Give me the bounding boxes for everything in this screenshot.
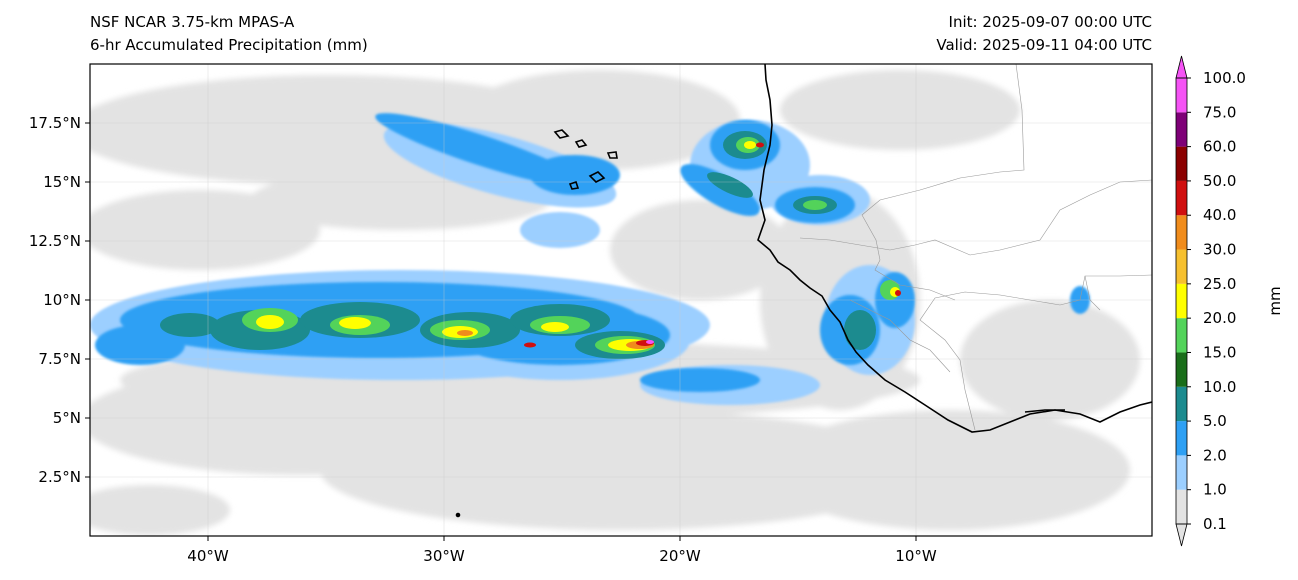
colorbar-swatch — [1176, 386, 1187, 422]
lon-tick-label: 30°W — [423, 547, 465, 565]
lon-tick-label: 20°W — [659, 547, 701, 565]
colorbar-frame — [1175, 77, 1188, 525]
colorbar-level-label: 50.0 — [1203, 172, 1236, 190]
colorbar-swatch — [1176, 421, 1187, 456]
colorbar-swatch — [1176, 215, 1187, 250]
lon-tick-label: 40°W — [187, 547, 229, 565]
country-borders — [799, 64, 1152, 431]
field-title: 6-hr Accumulated Precipitation (mm) — [90, 36, 368, 54]
lat-tick-label: 15°N — [43, 173, 81, 191]
colorbar-level-label: 2.0 — [1203, 446, 1227, 464]
colorbar-swatch — [1176, 146, 1187, 181]
colorbar: 0.1 1.0 2.0 5.0 10.0 15.0 20.0 25.0 30.0 40.0 50.0… — [1175, 55, 1284, 547]
colorbar-level-label: 10.0 — [1203, 378, 1236, 396]
colorbar-unit-label: mm — [1266, 286, 1284, 315]
colorbar-swatch — [1176, 180, 1187, 216]
lat-tick-label: 12.5°N — [29, 232, 81, 250]
colorbar-swatch — [1176, 318, 1187, 353]
colorbar-extend-min — [1175, 523, 1188, 547]
colorbar-extend-max — [1175, 55, 1188, 79]
colorbar-level-label: 20.0 — [1203, 309, 1236, 327]
colorbar-swatch — [1176, 489, 1187, 524]
colorbar-swatch — [1176, 283, 1187, 319]
colorbar-level-label: 0.1 — [1203, 515, 1227, 533]
colorbar-level-label: 30.0 — [1203, 241, 1236, 259]
colorbar-level-label: 60.0 — [1203, 138, 1236, 156]
lat-tick-label: 2.5°N — [38, 468, 81, 486]
colorbar-swatch — [1176, 249, 1187, 284]
latitude-ticks: 2.5°N 5°N 7.5°N 10°N 12.5°N 15°N 17.5°N — [29, 114, 90, 486]
colorbar-level-label: 75.0 — [1203, 103, 1236, 121]
graticule — [90, 64, 1152, 536]
longitude-ticks: 40°W 30°W 20°W 10°W — [187, 536, 937, 565]
colorbar-swatch — [1176, 352, 1187, 387]
colorbar-swatch — [1176, 455, 1187, 490]
colorbar-level-label: 1.0 — [1203, 481, 1227, 499]
colorbar-level-label: 25.0 — [1203, 275, 1236, 293]
valid-time: Valid: 2025-09-11 04:00 UTC — [936, 36, 1152, 54]
lat-tick-label: 10°N — [43, 291, 81, 309]
init-time: Init: 2025-09-07 00:00 UTC — [948, 13, 1152, 31]
lat-tick-label: 17.5°N — [29, 114, 81, 132]
lat-tick-label: 7.5°N — [38, 350, 81, 368]
colorbar-level-label: 15.0 — [1203, 343, 1236, 361]
colorbar-level-label: 100.0 — [1203, 69, 1246, 87]
colorbar-swatch — [1176, 78, 1187, 113]
precip-40-100mm — [524, 142, 901, 348]
lat-tick-label: 5°N — [53, 409, 81, 427]
model-title: NSF NCAR 3.75-km MPAS-A — [90, 13, 295, 31]
lon-tick-label: 10°W — [895, 547, 937, 565]
colorbar-swatch — [1176, 112, 1187, 147]
colorbar-level-label: 40.0 — [1203, 206, 1236, 224]
colorbar-level-label: 5.0 — [1203, 412, 1227, 430]
coastline — [455, 64, 1152, 518]
